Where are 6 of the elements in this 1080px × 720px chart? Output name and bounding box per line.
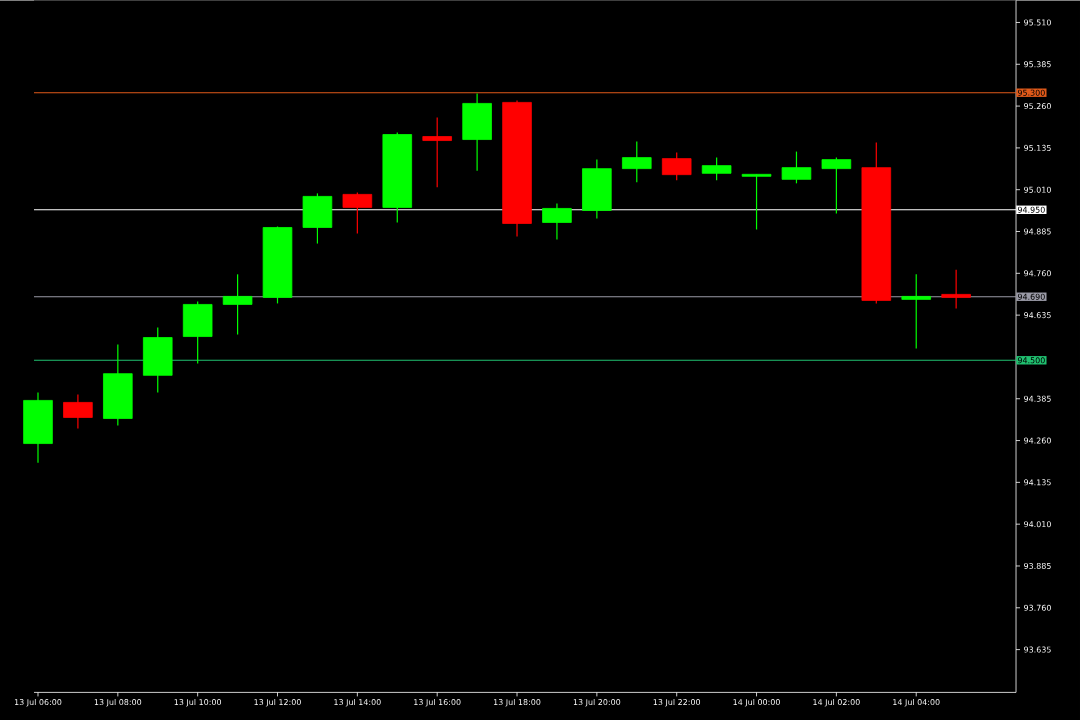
candlestick — [941, 268, 971, 309]
candlestick — [741, 173, 772, 230]
candlestick — [422, 116, 452, 188]
candlestick — [222, 273, 253, 335]
candlestick — [821, 156, 852, 214]
candlestick — [901, 273, 931, 349]
